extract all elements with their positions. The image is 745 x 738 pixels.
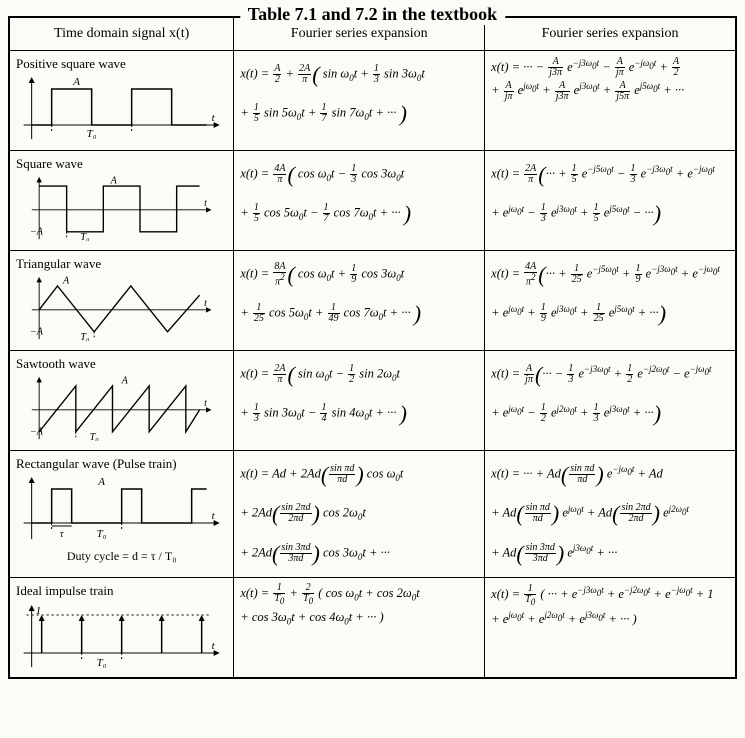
signal-cell: Positive square wave A t T₀ (10, 50, 234, 150)
svg-text:A: A (72, 76, 80, 88)
svg-text:t: t (212, 510, 216, 522)
signal-name: Triangular wave (16, 255, 227, 273)
signal-name: Rectangular wave (Pulse train) (16, 455, 227, 473)
svg-text:A: A (62, 275, 70, 286)
trig-formula: x(t) = 8Aπ2( cos ω0t + 19 cos 3ω0t+ 125 … (240, 255, 478, 334)
exp-formula: x(t) = 1T0 ( ··· + e−j3ω0t + e−j2ω0t + e… (491, 582, 729, 630)
signal-name: Sawtooth wave (16, 355, 227, 373)
exp-cell: x(t) = 1T0 ( ··· + e−j3ω0t + e−j2ω0t + e… (485, 578, 736, 678)
svg-text:t: t (212, 112, 216, 124)
exp-cell: x(t) = Ajπ(··· − 13 e−j3ω0t + 12 e−j2ω0t… (485, 350, 736, 450)
trig-formula: x(t) = 1T0 + 2T0 ( cos ω0t + cos 2ω0t+ c… (240, 582, 478, 629)
trig-cell: x(t) = 2Aπ( sin ω0t − 12 sin 2ω0t+ 13 si… (234, 350, 485, 450)
trig-formula: x(t) = 4Aπ( cos ω0t − 13 cos 3ω0t+ 15 co… (240, 155, 478, 234)
exp-formula: x(t) = ··· + Ad(sin πdπd) e−jω0t + Ad+ A… (491, 455, 729, 574)
signal-extra-label: Duty cycle = d = τ / T₀ (16, 548, 227, 565)
trig-cell: x(t) = Ad + 2Ad(sin πdπd) cos ω0t+ 2Ad(s… (234, 450, 485, 578)
svg-text:−A: −A (30, 226, 44, 237)
svg-text:T₀: T₀ (80, 232, 90, 241)
signal-name: Ideal impulse train (16, 582, 227, 600)
signal-cell: Sawtooth wave A −A t T₀ (10, 350, 234, 450)
header-exp: Fourier series expansion (485, 18, 736, 51)
svg-text:T₀: T₀ (97, 528, 107, 540)
exp-cell: x(t) = ··· + Ad(sin πdπd) e−jω0t + Ad+ A… (485, 450, 736, 578)
signal-name: Square wave (16, 155, 227, 173)
exp-formula: x(t) = 2Aπ(··· + 15 e−j5ω0t − 13 e−j3ω0t… (491, 155, 729, 234)
svg-text:A: A (110, 175, 118, 186)
svg-text:t: t (204, 298, 207, 309)
svg-text:t: t (204, 398, 207, 409)
trig-cell: x(t) = 8Aπ2( cos ω0t + 19 cos 3ω0t+ 125 … (234, 250, 485, 350)
fourier-table: Time domain signal x(t) Fourier series e… (9, 17, 736, 678)
svg-text:T₀: T₀ (87, 128, 97, 140)
header-signal: Time domain signal x(t) (10, 18, 234, 51)
svg-text:T₀: T₀ (80, 332, 90, 341)
svg-text:τ: τ (60, 529, 64, 540)
table-row: Ideal impulse train 1 t T₀ x(t) = 1T0 + … (10, 578, 736, 678)
svg-text:T₀: T₀ (90, 432, 100, 441)
exp-formula: x(t) = ··· − Aj3π e−j3ω0t − Ajπ e−jω0t +… (491, 55, 729, 103)
table-row: Square wave A −A t T₀ x(t) = 4Aπ( cos ω0… (10, 150, 736, 250)
trig-formula: x(t) = Ad + 2Ad(sin πdπd) cos ω0t+ 2Ad(s… (240, 455, 478, 574)
trig-formula: x(t) = 2Aπ( sin ω0t − 12 sin 2ω0t+ 13 si… (240, 355, 478, 434)
signal-cell: Triangular wave A −A t T₀ (10, 250, 234, 350)
exp-cell: x(t) = ··· − Aj3π e−j3ω0t − Ajπ e−jω0t +… (485, 50, 736, 150)
table-row: Sawtooth wave A −A t T₀ x(t) = 2Aπ( sin … (10, 350, 736, 450)
trig-cell: x(t) = 1T0 + 2T0 ( cos ω0t + cos 2ω0t+ c… (234, 578, 485, 678)
signal-cell: Rectangular wave (Pulse train) τ A t T₀ … (10, 450, 234, 578)
svg-text:−A: −A (30, 426, 44, 437)
svg-text:−A: −A (30, 326, 44, 337)
svg-text:A: A (121, 375, 129, 386)
signal-name: Positive square wave (16, 55, 227, 73)
svg-text:t: t (204, 198, 207, 209)
exp-cell: x(t) = 2Aπ(··· + 15 e−j5ω0t − 13 e−j3ω0t… (485, 150, 736, 250)
trig-formula: x(t) = A2 + 2Aπ( sin ω0t + 13 sin 3ω0t+ … (240, 55, 478, 134)
svg-text:t: t (212, 640, 216, 652)
exp-formula: x(t) = 4Aπ2(··· + 125 e−j5ω0t + 19 e−j3ω… (491, 255, 729, 334)
table-row: Triangular wave A −A t T₀ x(t) = 8Aπ2( c… (10, 250, 736, 350)
svg-text:A: A (97, 476, 105, 488)
frame-title: Table 7.1 and 7.2 in the textbook (240, 4, 505, 25)
trig-cell: x(t) = 4Aπ( cos ω0t − 13 cos 3ω0t+ 15 co… (234, 150, 485, 250)
trig-cell: x(t) = A2 + 2Aπ( sin ω0t + 13 sin 3ω0t+ … (234, 50, 485, 150)
exp-cell: x(t) = 4Aπ2(··· + 125 e−j5ω0t + 19 e−j3ω… (485, 250, 736, 350)
table-row: Positive square wave A t T₀ x(t) = A2 + … (10, 50, 736, 150)
svg-text:1: 1 (36, 605, 42, 617)
exp-formula: x(t) = Ajπ(··· − 13 e−j3ω0t + 12 e−j2ω0t… (491, 355, 729, 434)
table-row: Rectangular wave (Pulse train) τ A t T₀ … (10, 450, 736, 578)
svg-text:T₀: T₀ (97, 657, 107, 669)
signal-cell: Square wave A −A t T₀ (10, 150, 234, 250)
signal-cell: Ideal impulse train 1 t T₀ (10, 578, 234, 678)
